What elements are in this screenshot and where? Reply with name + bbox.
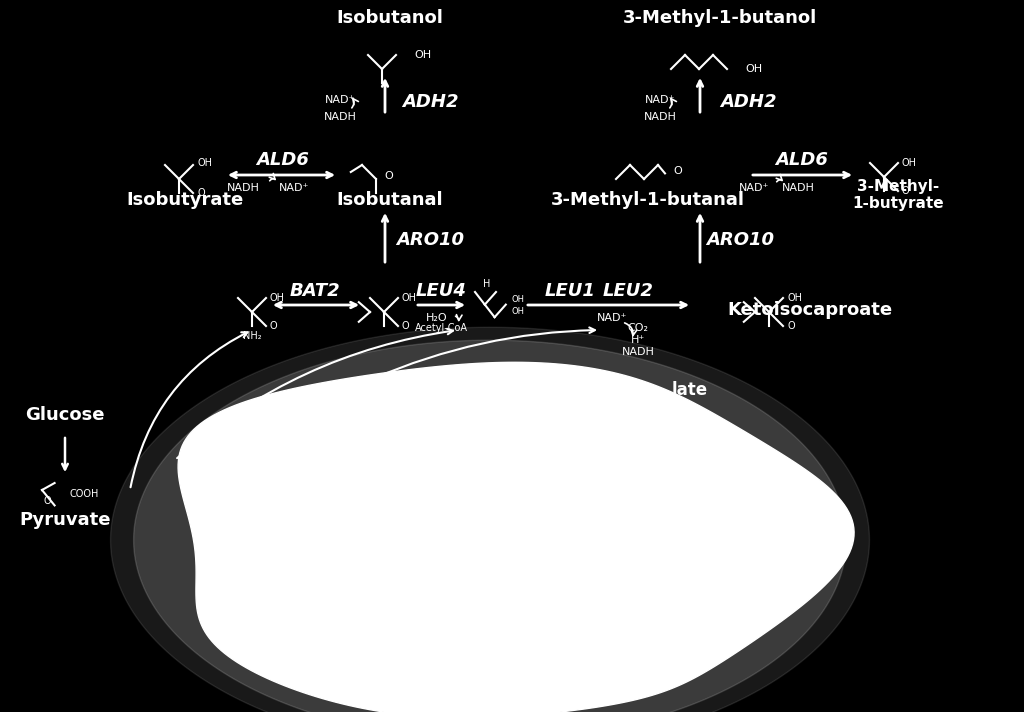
Text: H⁺: H⁺ [631, 335, 645, 345]
Text: NAD⁺: NAD⁺ [597, 313, 627, 323]
Text: late: late [672, 381, 708, 399]
Text: NADH: NADH [643, 112, 677, 122]
Text: O: O [384, 171, 393, 181]
Text: LEU2: LEU2 [602, 282, 653, 300]
Text: ALD6: ALD6 [775, 151, 828, 169]
Polygon shape [111, 328, 869, 712]
Text: NH₂: NH₂ [243, 331, 261, 341]
Text: OH: OH [902, 158, 918, 168]
Text: NAD⁺: NAD⁺ [738, 183, 769, 193]
Text: O: O [270, 321, 278, 331]
Text: 3-Methyl-1-butanol: 3-Methyl-1-butanol [623, 9, 817, 27]
Text: ADH2: ADH2 [720, 93, 776, 111]
Text: Glucose: Glucose [26, 406, 104, 424]
Text: O: O [673, 166, 682, 176]
Text: OH: OH [787, 293, 802, 303]
Text: COOH: COOH [70, 489, 99, 499]
Text: Isobutyrate: Isobutyrate [126, 191, 244, 209]
Polygon shape [178, 362, 854, 712]
Text: LEU1: LEU1 [545, 282, 595, 300]
Text: NAD⁺: NAD⁺ [279, 183, 309, 193]
Text: ARO10: ARO10 [706, 231, 774, 249]
Text: OH: OH [511, 295, 524, 303]
Text: H: H [482, 279, 489, 289]
Text: OH: OH [745, 64, 762, 74]
Text: ARO10: ARO10 [396, 231, 464, 249]
Text: ADH2: ADH2 [401, 93, 459, 111]
Text: O: O [44, 496, 51, 506]
Text: Acetyl-CoA: Acetyl-CoA [415, 323, 468, 333]
Text: OH: OH [197, 158, 212, 168]
Text: O: O [197, 188, 205, 198]
Text: CO₂: CO₂ [628, 323, 648, 333]
Text: ALD6: ALD6 [257, 151, 309, 169]
Text: Isobutanol: Isobutanol [337, 9, 443, 27]
Text: LEU4: LEU4 [416, 282, 467, 300]
Text: OH: OH [270, 293, 285, 303]
Text: H₂O: H₂O [426, 313, 447, 323]
Text: O: O [902, 186, 909, 196]
Text: O: O [402, 321, 410, 331]
Text: OH: OH [402, 293, 417, 303]
Text: 3-Methyl-1-butanal: 3-Methyl-1-butanal [551, 191, 745, 209]
Text: NADH: NADH [324, 112, 356, 122]
Text: NAD⁺: NAD⁺ [645, 95, 675, 105]
Text: Isobutanal: Isobutanal [337, 191, 443, 209]
Text: Ketoisocaproate: Ketoisocaproate [727, 301, 893, 319]
Text: 3-Methyl-
1-butyrate: 3-Methyl- 1-butyrate [852, 179, 944, 211]
Text: OH: OH [414, 50, 431, 60]
Text: NAD⁺: NAD⁺ [325, 95, 355, 105]
Text: NADH: NADH [226, 183, 259, 193]
Text: NADH: NADH [622, 347, 654, 357]
Text: BAT2: BAT2 [290, 282, 340, 300]
Polygon shape [133, 340, 847, 712]
Text: NADH: NADH [781, 183, 814, 193]
Text: OH: OH [511, 307, 524, 316]
Text: O: O [787, 321, 795, 331]
Text: Pyruvate: Pyruvate [19, 511, 111, 529]
